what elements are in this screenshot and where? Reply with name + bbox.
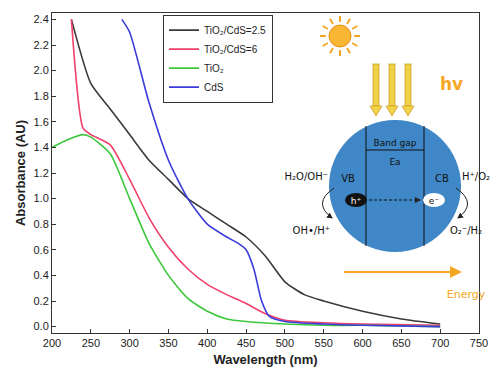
svg-text:O₂⁻/H₂: O₂⁻/H₂: [450, 225, 482, 236]
svg-text:0.8: 0.8: [34, 218, 49, 230]
svg-text:Band gap: Band gap: [374, 138, 417, 148]
svg-text:1.2: 1.2: [34, 167, 49, 179]
svg-text:600: 600: [353, 337, 371, 349]
svg-text:H⁺/O₂: H⁺/O₂: [462, 171, 490, 182]
svg-text:750: 750: [470, 337, 488, 349]
svg-text:h⁺: h⁺: [351, 196, 362, 206]
svg-text:CdS: CdS: [204, 82, 224, 93]
svg-text:2.0: 2.0: [34, 64, 49, 76]
svg-text:500: 500: [276, 337, 294, 349]
svg-text:2.4: 2.4: [34, 13, 49, 25]
svg-text:TiO₂/CdS=6: TiO₂/CdS=6: [204, 44, 258, 55]
svg-text:1.0: 1.0: [34, 192, 49, 204]
svg-text:VB: VB: [341, 173, 355, 184]
svg-text:TiO₂: TiO₂: [204, 63, 224, 74]
svg-text:200: 200: [43, 337, 61, 349]
svg-text:0.6: 0.6: [34, 244, 49, 256]
svg-text:e⁻: e⁻: [429, 196, 440, 206]
svg-text:H₂O/OH⁻: H₂O/OH⁻: [285, 171, 328, 182]
svg-text:2.2: 2.2: [34, 39, 49, 51]
svg-text:hv: hv: [440, 74, 463, 94]
svg-text:CB: CB: [435, 173, 449, 184]
svg-text:0.2: 0.2: [34, 295, 49, 307]
svg-text:400: 400: [198, 337, 216, 349]
svg-text:250: 250: [82, 337, 100, 349]
svg-text:550: 550: [315, 337, 333, 349]
svg-text:450: 450: [237, 337, 255, 349]
svg-text:Absorbance (AU): Absorbance (AU): [13, 120, 28, 226]
svg-text:1.8: 1.8: [34, 90, 49, 102]
svg-text:1.6: 1.6: [34, 116, 49, 128]
svg-text:1.4: 1.4: [34, 141, 49, 153]
svg-text:0.0: 0.0: [34, 320, 49, 332]
svg-text:TiO₂/CdS=2.5: TiO₂/CdS=2.5: [204, 25, 266, 36]
svg-text:OH•/H⁺: OH•/H⁺: [293, 225, 330, 236]
svg-text:700: 700: [431, 337, 449, 349]
svg-text:Energy: Energy: [447, 288, 486, 301]
svg-text:650: 650: [392, 337, 410, 349]
svg-text:350: 350: [159, 337, 177, 349]
svg-text:0.4: 0.4: [34, 269, 49, 281]
svg-text:Ea: Ea: [389, 157, 400, 167]
svg-text:300: 300: [120, 337, 138, 349]
svg-text:Wavelength (nm): Wavelength (nm): [213, 352, 317, 367]
